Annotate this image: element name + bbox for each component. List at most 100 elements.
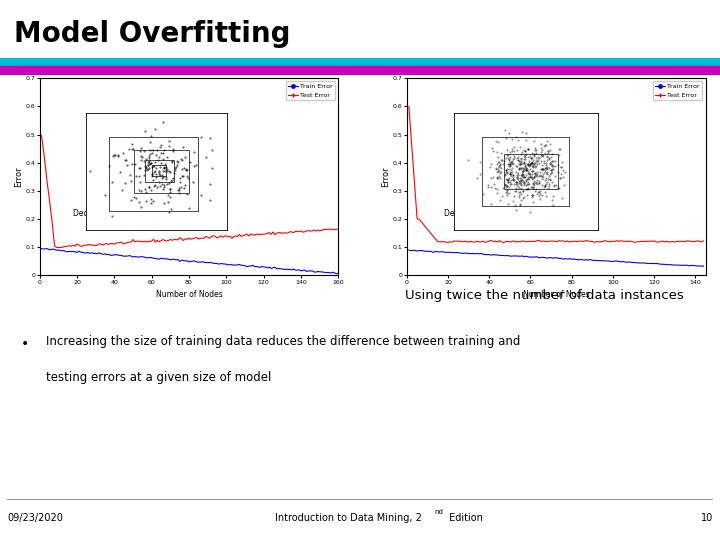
Point: [138, 170, 150, 179]
Point: [146, 172, 158, 180]
Point: [521, 166, 532, 174]
Point: [165, 185, 176, 194]
Point: [179, 181, 190, 190]
Point: [531, 172, 543, 180]
Point: [521, 191, 533, 199]
Point: [511, 173, 523, 181]
Point: [526, 191, 538, 200]
Point: [519, 163, 531, 171]
Point: [495, 161, 506, 170]
Point: [153, 170, 164, 178]
Point: [510, 184, 522, 192]
Point: [514, 143, 526, 152]
Point: [490, 137, 502, 146]
Point: [502, 189, 513, 198]
Text: 10: 10: [701, 513, 713, 523]
Point: [490, 164, 502, 173]
Point: [510, 177, 522, 186]
Point: [544, 158, 556, 167]
Point: [518, 171, 529, 179]
Point: [153, 167, 165, 176]
Point: [540, 164, 552, 172]
Point: [133, 198, 145, 206]
Point: [152, 156, 163, 164]
Point: [503, 177, 514, 186]
Point: [519, 153, 531, 161]
Point: [500, 165, 512, 174]
Point: [507, 197, 518, 206]
Point: [145, 159, 156, 168]
Point: [153, 168, 165, 177]
Point: [516, 176, 527, 184]
Point: [163, 167, 175, 176]
Point: [147, 162, 158, 171]
Point: [538, 142, 549, 151]
Point: [84, 167, 96, 176]
Point: [528, 183, 539, 191]
Text: Decision Tree with 50 nodes: Decision Tree with 50 nodes: [444, 209, 551, 218]
Point: [518, 160, 530, 169]
Point: [485, 163, 496, 172]
Point: [462, 156, 474, 164]
Point: [137, 153, 148, 162]
Point: [164, 193, 176, 201]
Point: [507, 154, 518, 163]
Point: [511, 173, 523, 182]
Point: [513, 156, 524, 165]
Point: [516, 178, 527, 186]
Point: [511, 146, 523, 154]
Point: [545, 160, 557, 169]
Point: [141, 166, 153, 174]
Point: [536, 181, 548, 190]
Point: [512, 175, 523, 184]
Point: [143, 164, 155, 172]
Point: [513, 177, 524, 186]
Point: [525, 154, 536, 163]
Point: [516, 180, 527, 188]
Point: [495, 164, 507, 172]
Point: [558, 180, 570, 189]
Point: [135, 144, 147, 152]
Point: [174, 185, 185, 194]
Point: [505, 168, 516, 177]
Point: [103, 161, 114, 170]
Point: [528, 167, 539, 176]
Point: [525, 165, 536, 173]
Point: [529, 171, 541, 180]
Point: [119, 156, 130, 165]
Point: [176, 172, 188, 180]
Point: [553, 160, 564, 169]
Point: [176, 164, 187, 173]
Point: [504, 161, 516, 170]
Point: [540, 159, 552, 167]
Point: [150, 173, 161, 182]
Point: [535, 152, 546, 160]
Point: [555, 162, 567, 171]
Point: [554, 151, 565, 160]
Point: [501, 190, 513, 199]
Point: [502, 175, 513, 184]
Point: [497, 184, 508, 193]
Point: [148, 168, 160, 177]
Point: [187, 178, 199, 186]
Point: [516, 155, 527, 164]
Point: [505, 153, 516, 162]
Point: [174, 178, 186, 186]
Point: [509, 186, 521, 195]
Point: [170, 166, 181, 174]
Point: [125, 195, 137, 204]
Point: [521, 185, 532, 194]
Point: [515, 160, 526, 168]
Point: [163, 141, 174, 150]
Point: [156, 141, 167, 150]
Point: [504, 159, 516, 168]
Point: [547, 162, 559, 171]
Point: [133, 172, 145, 180]
Point: [493, 167, 505, 176]
Point: [544, 174, 555, 183]
Point: [553, 145, 564, 154]
Point: [502, 154, 513, 163]
Point: [477, 190, 489, 198]
Point: [145, 146, 156, 154]
Point: [517, 193, 528, 202]
